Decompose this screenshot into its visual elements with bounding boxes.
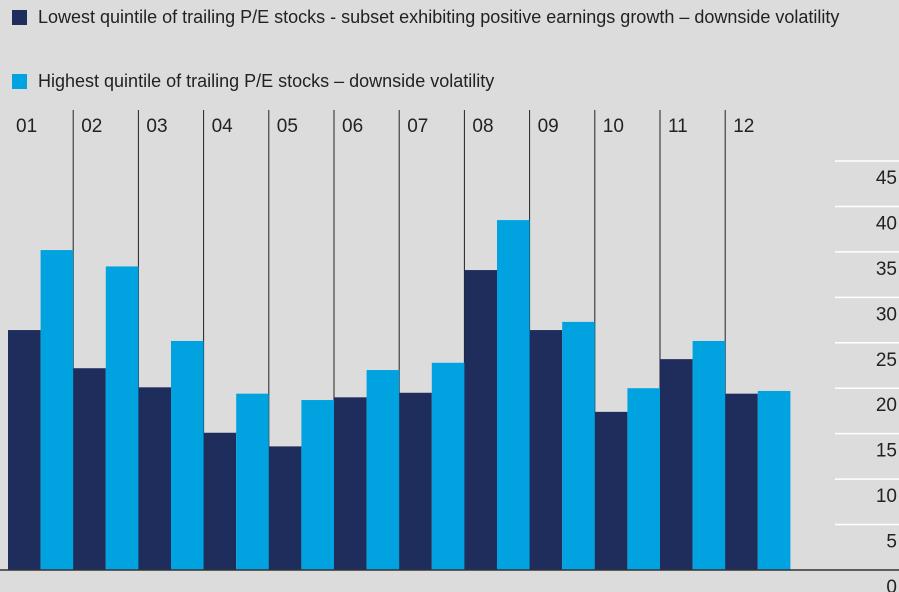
x-tick-label: 12 [733, 116, 754, 137]
x-tick-label: 11 [668, 116, 688, 137]
legend-swatch [12, 74, 27, 89]
x-tick-label: 04 [212, 116, 234, 137]
bar [529, 330, 563, 570]
bar [562, 321, 595, 570]
bar [236, 393, 269, 570]
bar [464, 270, 497, 570]
bar [105, 266, 139, 570]
bar [692, 340, 726, 570]
bar [757, 390, 791, 570]
legend-swatch [12, 10, 27, 25]
y-tick-label: 45 [876, 168, 897, 189]
y-tick-label: 20 [876, 395, 897, 416]
legend-label: Lowest quintile of trailing P/E stocks -… [38, 7, 840, 27]
bar [268, 446, 302, 570]
x-tick-label: 06 [342, 116, 363, 137]
y-tick-label: 10 [876, 486, 897, 507]
x-tick-label: 03 [146, 116, 167, 137]
x-tick-label: 09 [538, 116, 559, 137]
x-tick-label: 02 [81, 116, 102, 137]
y-tick-label: 5 [886, 532, 897, 553]
bar [40, 250, 74, 570]
bar [660, 359, 693, 570]
y-tick-label: 15 [876, 441, 897, 462]
bar [73, 368, 106, 570]
bar [594, 411, 628, 570]
bar [431, 362, 465, 570]
bar [334, 397, 367, 570]
bar [497, 220, 530, 571]
x-tick-label: 01 [16, 116, 37, 137]
y-tick-label: 35 [876, 259, 897, 280]
legend-entry: Lowest quintile of trailing P/E stocks -… [12, 6, 882, 29]
bar [203, 432, 237, 570]
y-tick-label: 0 [886, 577, 897, 592]
x-tick-label: 10 [603, 116, 624, 137]
bar [399, 392, 432, 570]
bar [138, 387, 171, 570]
bar [725, 393, 758, 570]
bar [301, 400, 334, 570]
bar [8, 330, 41, 570]
x-tick-label: 05 [277, 116, 298, 137]
legend-label: Highest quintile of trailing P/E stocks … [38, 71, 495, 91]
legend-entry: Highest quintile of trailing P/E stocks … [12, 70, 882, 93]
bar [627, 388, 660, 570]
x-tick-label: 08 [472, 116, 493, 137]
y-tick-label: 40 [876, 213, 897, 234]
y-tick-label: 30 [876, 304, 897, 325]
x-tick-label: 07 [407, 116, 428, 137]
y-tick-label: 25 [876, 350, 897, 371]
bar [171, 340, 204, 570]
bar [366, 370, 400, 570]
